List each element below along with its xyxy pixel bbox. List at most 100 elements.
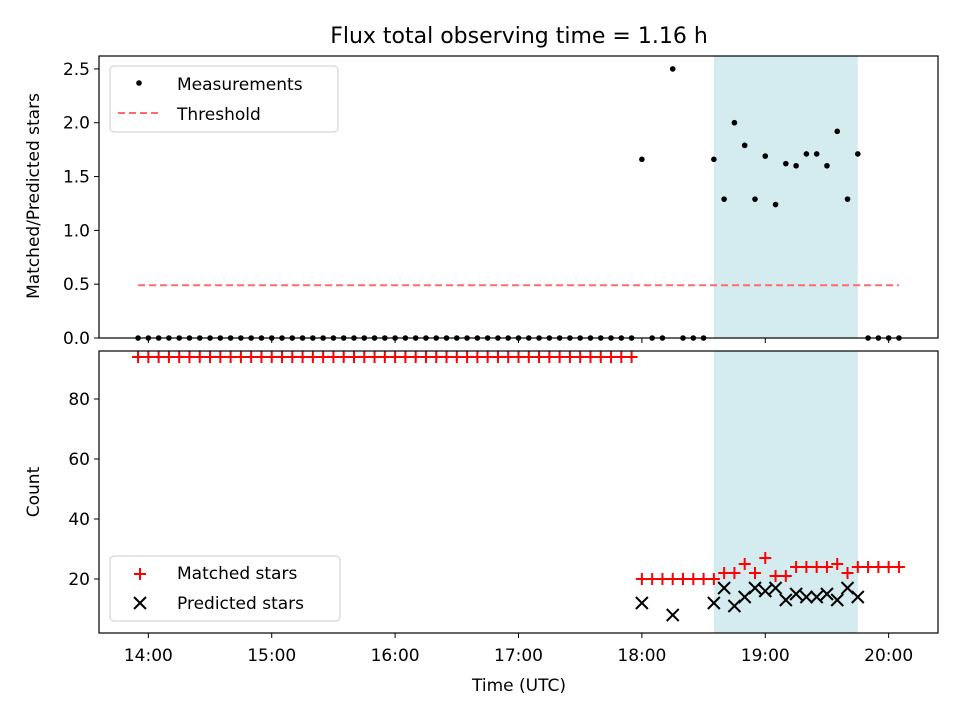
matched-stars-point-45 bbox=[594, 351, 607, 363]
legend-matched-marker bbox=[134, 568, 146, 580]
measurement-point-52 bbox=[669, 66, 676, 72]
matched-stars-point-74 bbox=[892, 561, 905, 573]
matched-stars-point-15 bbox=[286, 351, 299, 363]
matched-stars-point-53 bbox=[677, 573, 690, 585]
matched-stars-point-3 bbox=[162, 351, 175, 363]
predicted-stars-point-0 bbox=[635, 596, 649, 610]
matched-stars-point-58 bbox=[728, 567, 741, 579]
top-y-tick-label-2: 1.0 bbox=[63, 221, 90, 241]
measurement-point-69 bbox=[844, 196, 851, 202]
matched-stars-point-48 bbox=[625, 351, 638, 363]
bottom-x-axis: 14:00 15:00 16:00 17:00 18:00 19:00 20:00 bbox=[124, 633, 913, 666]
top-y-tick-label-3: 1.5 bbox=[63, 168, 90, 188]
matched-stars-point-24 bbox=[378, 351, 391, 363]
matched-stars-point-31 bbox=[450, 351, 463, 363]
x-tick-label-1: 15:00 bbox=[247, 646, 296, 666]
x-tick-label-5: 19:00 bbox=[741, 646, 790, 666]
matched-stars-point-73 bbox=[882, 561, 895, 573]
bottom-legend: Matched stars Predicted stars bbox=[109, 555, 341, 622]
legend-threshold-label: Threshold bbox=[176, 105, 261, 125]
predicted-stars-point-8 bbox=[768, 581, 783, 595]
matched-stars-point-49 bbox=[635, 573, 648, 585]
predicted-stars-point-6 bbox=[748, 581, 762, 595]
top-y-axis-label: Matched/Predicted stars bbox=[24, 93, 44, 299]
matched-stars-point-22 bbox=[358, 351, 371, 363]
predicted-stars-point-16 bbox=[851, 590, 865, 604]
x-tick-label-6: 20:00 bbox=[864, 646, 913, 666]
predicted-stars-point-12 bbox=[809, 590, 824, 604]
matched-stars-point-68 bbox=[831, 558, 844, 570]
top-y-axis: 0.0 0.5 1.0 1.5 2.0 2.5 bbox=[63, 60, 99, 349]
matched-stars-point-29 bbox=[430, 351, 443, 363]
predicted-stars-point-13 bbox=[820, 587, 834, 601]
top-y-tick-label-5: 2.5 bbox=[63, 60, 90, 80]
matched-stars-point-6 bbox=[193, 351, 206, 363]
predicted-stars-point-9 bbox=[779, 593, 793, 607]
matched-stars-point-44 bbox=[584, 351, 597, 363]
matched-stars-point-60 bbox=[748, 567, 761, 579]
matched-stars-point-20 bbox=[337, 351, 350, 363]
x-tick-label-0: 14:00 bbox=[124, 646, 173, 666]
matched-stars-point-56 bbox=[707, 573, 720, 585]
measurement-point-67 bbox=[824, 162, 830, 169]
matched-stars-point-61 bbox=[759, 552, 772, 564]
matched-stars-point-43 bbox=[574, 351, 587, 363]
matched-stars-point-4 bbox=[173, 351, 186, 363]
measurement-point-65 bbox=[803, 151, 810, 157]
matched-stars-point-19 bbox=[327, 351, 340, 363]
matched-stars-point-35 bbox=[491, 351, 504, 363]
matched-stars-point-50 bbox=[646, 573, 659, 585]
matched-stars-point-11 bbox=[245, 351, 258, 363]
top-legend: Measurements Threshold bbox=[109, 65, 339, 133]
matched-stars-point-40 bbox=[543, 351, 556, 363]
top-y-tick-label-4: 2.0 bbox=[63, 114, 90, 134]
predicted-stars-point-1 bbox=[666, 608, 680, 622]
x-axis-label: Time (UTC) bbox=[471, 676, 566, 696]
legend-predicted-marker bbox=[133, 596, 147, 610]
matched-stars-point-0 bbox=[132, 351, 145, 363]
matched-stars-point-42 bbox=[563, 351, 576, 363]
matched-stars-point-9 bbox=[224, 351, 237, 363]
measurement-point-49 bbox=[639, 156, 645, 163]
matched-stars-point-2 bbox=[152, 351, 165, 363]
predicted-stars-point-14 bbox=[830, 593, 844, 607]
matched-stars-point-33 bbox=[471, 351, 484, 363]
matched-stars-point-16 bbox=[296, 351, 309, 363]
legend-predicted-label: Predicted stars bbox=[177, 594, 304, 614]
predicted-stars-point-10 bbox=[789, 587, 803, 601]
predicted-stars-series bbox=[635, 581, 865, 622]
top-panel: 0.0 0.5 1.0 1.5 2.0 2.5 Matched/Predicted sta… bbox=[24, 55, 939, 349]
matched-stars-point-8 bbox=[214, 351, 227, 363]
matched-stars-point-69 bbox=[841, 567, 854, 579]
highlight-band-bottom bbox=[713, 351, 858, 633]
matched-stars-point-5 bbox=[183, 351, 196, 363]
bottom-y-tick-label-1: 40 bbox=[68, 510, 90, 530]
matched-stars-point-37 bbox=[512, 351, 525, 363]
matched-stars-point-21 bbox=[347, 351, 360, 363]
chart-title: Flux total observing time = 1.16 h bbox=[330, 24, 708, 49]
matched-stars-point-67 bbox=[820, 561, 833, 573]
measurement-point-57 bbox=[721, 196, 727, 202]
predicted-stars-point-7 bbox=[758, 584, 772, 598]
matched-stars-point-26 bbox=[399, 351, 412, 363]
top-y-tick-label-0: 0.0 bbox=[63, 329, 90, 349]
legend-matched-label: Matched stars bbox=[177, 564, 297, 584]
predicted-stars-point-3 bbox=[717, 581, 731, 595]
matched-stars-point-36 bbox=[502, 351, 515, 363]
top-y-tick-label-1: 0.5 bbox=[63, 275, 90, 295]
matched-stars-point-47 bbox=[615, 351, 628, 363]
measurement-point-68 bbox=[834, 128, 841, 135]
measurement-point-66 bbox=[813, 151, 820, 157]
matched-stars-point-17 bbox=[306, 351, 319, 363]
matched-stars-point-64 bbox=[790, 561, 803, 573]
matched-stars-point-13 bbox=[265, 351, 278, 363]
bottom-y-tick-label-2: 60 bbox=[68, 450, 90, 470]
matched-stars-point-10 bbox=[234, 351, 247, 363]
matched-stars-point-32 bbox=[461, 351, 474, 363]
matched-stars-point-62 bbox=[769, 570, 782, 582]
x-tick-label-3: 17:00 bbox=[494, 646, 543, 666]
predicted-stars-point-11 bbox=[799, 590, 814, 604]
bottom-panel: 20 40 60 80 14:00 15:00 16:00 17:00 18:00 19:00 2… bbox=[24, 350, 939, 696]
bottom-y-axis-label: Count bbox=[24, 466, 44, 517]
x-tick-label-4: 18:00 bbox=[617, 646, 666, 666]
